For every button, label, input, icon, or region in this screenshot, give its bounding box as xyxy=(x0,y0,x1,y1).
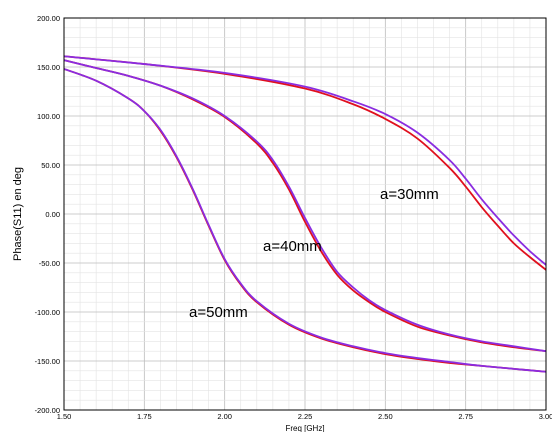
plot-frame xyxy=(63,17,547,411)
series-line-3 xyxy=(63,59,547,353)
y-tick-labels: 200.00 150.00 100.00 50.00 0.00 -50.00 -100.00… xyxy=(35,14,60,415)
y-tick-label: -100.00 xyxy=(35,308,60,317)
x-tick-label: 2.50 xyxy=(378,412,393,421)
x-tick-label: 1.50 xyxy=(57,412,72,421)
y-tick-label: 0.00 xyxy=(45,210,60,219)
series-line-5 xyxy=(63,68,547,373)
annotation-a30: a=30mm xyxy=(380,186,439,203)
y-tick-label: -150.00 xyxy=(35,357,60,366)
series-line-1 xyxy=(63,55,547,266)
x-tick-label: 2.75 xyxy=(458,412,473,421)
y-axis-label: Phase(S11) en deg xyxy=(12,167,24,261)
y-tick-label: 150.00 xyxy=(37,63,60,72)
y-tick-label: 200.00 xyxy=(37,14,60,23)
x-tick-label: 1.75 xyxy=(137,412,152,421)
y-tick-label: 100.00 xyxy=(37,112,60,121)
y-tick-label: 50.00 xyxy=(41,161,60,170)
series-group xyxy=(63,55,547,373)
annotation-a40: a=40mm xyxy=(263,238,322,255)
y-tick-label: -50.00 xyxy=(39,259,60,268)
y-tick-label: -200.00 xyxy=(35,406,60,415)
grid xyxy=(63,17,547,411)
x-tick-label: 3.00 xyxy=(539,412,552,421)
series-line-0 xyxy=(63,55,547,271)
annotation-a50: a=50mm xyxy=(189,304,248,321)
x-tick-labels: 1.50 1.75 2.00 2.25 2.50 2.75 3.00 xyxy=(57,412,552,421)
x-axis-label: Freq [GHz] xyxy=(285,424,324,432)
x-tick-label: 2.25 xyxy=(298,412,313,421)
x-tick-label: 2.00 xyxy=(217,412,232,421)
